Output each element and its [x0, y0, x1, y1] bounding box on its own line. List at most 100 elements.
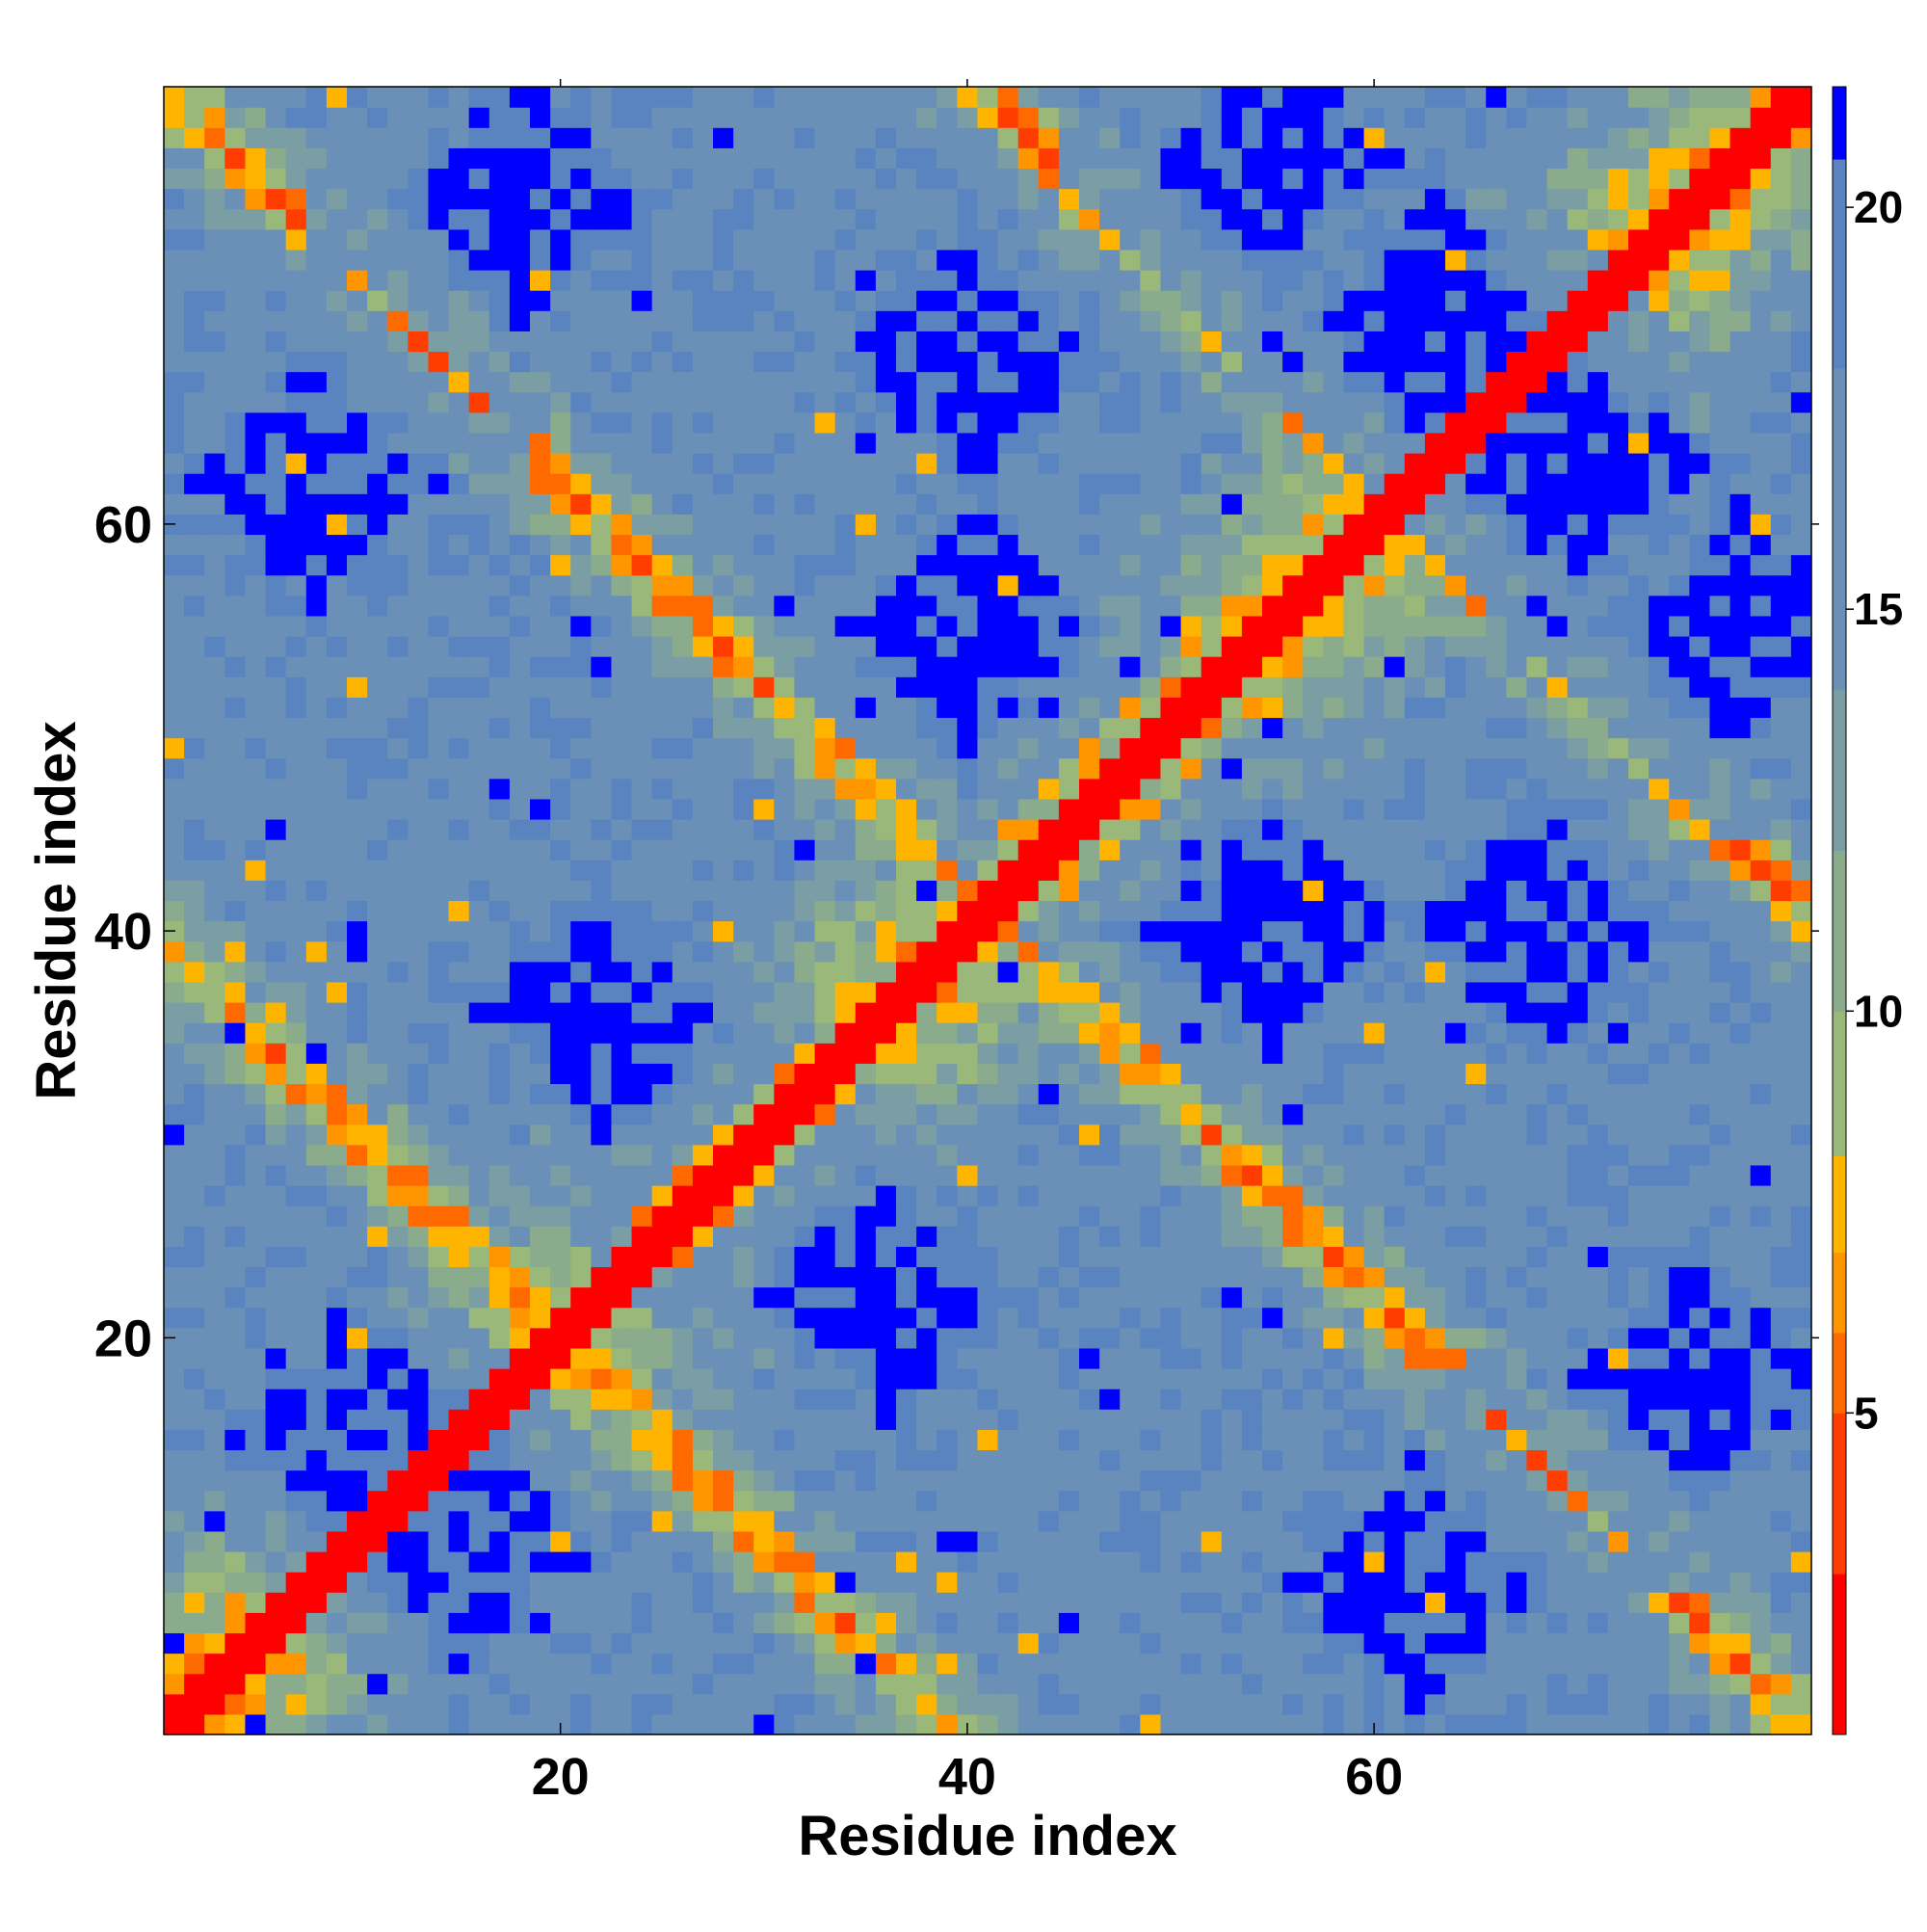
heatmap-cell	[204, 574, 225, 596]
heatmap-cell	[305, 1063, 328, 1085]
heatmap-cell	[937, 1063, 958, 1085]
heatmap-cell	[1649, 1124, 1670, 1146]
heatmap-cell	[651, 534, 673, 556]
heatmap-cell	[794, 1693, 816, 1715]
heatmap-cell	[794, 1592, 816, 1613]
heatmap-cell	[896, 1551, 917, 1573]
heatmap-cell	[550, 1327, 571, 1349]
heatmap-cell	[1669, 860, 1690, 881]
heatmap-cell	[1343, 554, 1365, 576]
heatmap-cell	[1506, 880, 1528, 902]
heatmap-cell	[875, 1612, 897, 1634]
heatmap-cell	[347, 1530, 368, 1552]
heatmap-cell	[1180, 880, 1202, 902]
heatmap-cell	[672, 900, 694, 922]
heatmap-cell	[408, 1469, 430, 1492]
heatmap-cell	[1363, 656, 1386, 677]
heatmap-cell	[387, 1246, 409, 1268]
heatmap-cell	[1241, 1632, 1263, 1654]
heatmap-cell	[1770, 1327, 1792, 1349]
heatmap-cell	[1404, 1286, 1426, 1309]
heatmap-cell	[713, 1063, 734, 1085]
heatmap-cell	[428, 636, 450, 657]
heatmap-cell	[937, 1124, 958, 1146]
heatmap-cell	[1465, 961, 1487, 983]
heatmap-cell	[1058, 1205, 1080, 1227]
heatmap-cell	[937, 757, 958, 780]
heatmap-cell	[1649, 900, 1670, 922]
heatmap-cell	[631, 1713, 653, 1735]
heatmap-cell	[794, 1226, 816, 1247]
heatmap-cell	[1363, 1185, 1386, 1206]
heatmap-cell	[326, 1144, 348, 1166]
heatmap-cell	[1201, 1673, 1223, 1695]
heatmap-cell	[1790, 493, 1812, 515]
heatmap-cell	[530, 1063, 551, 1085]
heatmap-cell	[957, 493, 979, 515]
heatmap-cell	[997, 1693, 1019, 1715]
heatmap-cell	[1140, 1490, 1162, 1512]
heatmap-cell	[672, 819, 694, 840]
heatmap-cell	[1709, 1429, 1731, 1451]
heatmap-cell	[1058, 1083, 1080, 1105]
heatmap-cell	[896, 1327, 917, 1349]
heatmap-cell	[488, 1063, 511, 1085]
heatmap-cell	[1120, 1124, 1141, 1146]
heatmap-cell	[245, 860, 267, 881]
heatmap-cell	[164, 778, 185, 800]
heatmap-cell	[1628, 1327, 1650, 1349]
heatmap-cell	[1709, 900, 1731, 922]
heatmap-cell	[896, 1205, 917, 1227]
heatmap-cell	[591, 1246, 613, 1268]
heatmap-cell	[672, 981, 694, 1003]
heatmap-cell	[1079, 819, 1100, 840]
heatmap-cell	[1099, 1185, 1121, 1206]
heatmap-cell	[977, 1022, 999, 1044]
heatmap-cell	[977, 514, 999, 536]
heatmap-cell	[1445, 1226, 1466, 1247]
heatmap-cell	[1546, 676, 1569, 698]
heatmap-cell	[1628, 1185, 1650, 1206]
heatmap-cell	[672, 1632, 694, 1654]
heatmap-cell	[733, 981, 754, 1003]
heatmap-cell	[1546, 1368, 1569, 1389]
heatmap-cell	[184, 1246, 205, 1268]
heatmap-cell	[916, 1124, 937, 1146]
heatmap-cell	[611, 1205, 633, 1227]
heatmap-cell	[530, 1592, 551, 1613]
heatmap-cell	[204, 940, 225, 963]
heatmap-cell	[488, 1368, 511, 1389]
heatmap-cell	[1506, 1002, 1528, 1023]
heatmap-cell	[1323, 1490, 1345, 1512]
heatmap-cell	[1120, 493, 1141, 515]
heatmap-cell	[530, 961, 551, 983]
heatmap-cell	[1770, 1286, 1792, 1309]
heatmap-cell	[1546, 1266, 1569, 1288]
heatmap-cell	[1099, 1307, 1121, 1329]
heatmap-cell	[1221, 940, 1243, 963]
heatmap-cell	[1445, 981, 1466, 1003]
heatmap-cell	[1038, 798, 1060, 820]
heatmap-cell	[1120, 676, 1141, 698]
heatmap-cell	[1750, 1307, 1772, 1329]
heatmap-cell	[957, 1002, 979, 1023]
heatmap-cell	[1303, 1002, 1324, 1023]
heatmap-cell	[245, 1592, 267, 1613]
heatmap-cell	[285, 839, 307, 860]
heatmap-cell	[488, 1043, 511, 1064]
heatmap-cell	[408, 1185, 430, 1206]
heatmap-cell	[1303, 1164, 1324, 1186]
heatmap-cell	[1079, 1347, 1100, 1369]
heatmap-cell	[570, 574, 592, 596]
heatmap-cell	[509, 615, 531, 637]
heatmap-cell	[387, 900, 409, 922]
heatmap-cell	[326, 1693, 348, 1715]
heatmap-cell	[1017, 920, 1040, 942]
heatmap-cell	[1526, 1083, 1548, 1105]
heatmap-cell	[1424, 656, 1446, 677]
heatmap-cell	[1384, 819, 1406, 840]
heatmap-cell	[1363, 1022, 1386, 1044]
heatmap-cell	[1750, 940, 1772, 963]
heatmap-cell	[672, 493, 694, 515]
heatmap-cell	[326, 1469, 348, 1492]
